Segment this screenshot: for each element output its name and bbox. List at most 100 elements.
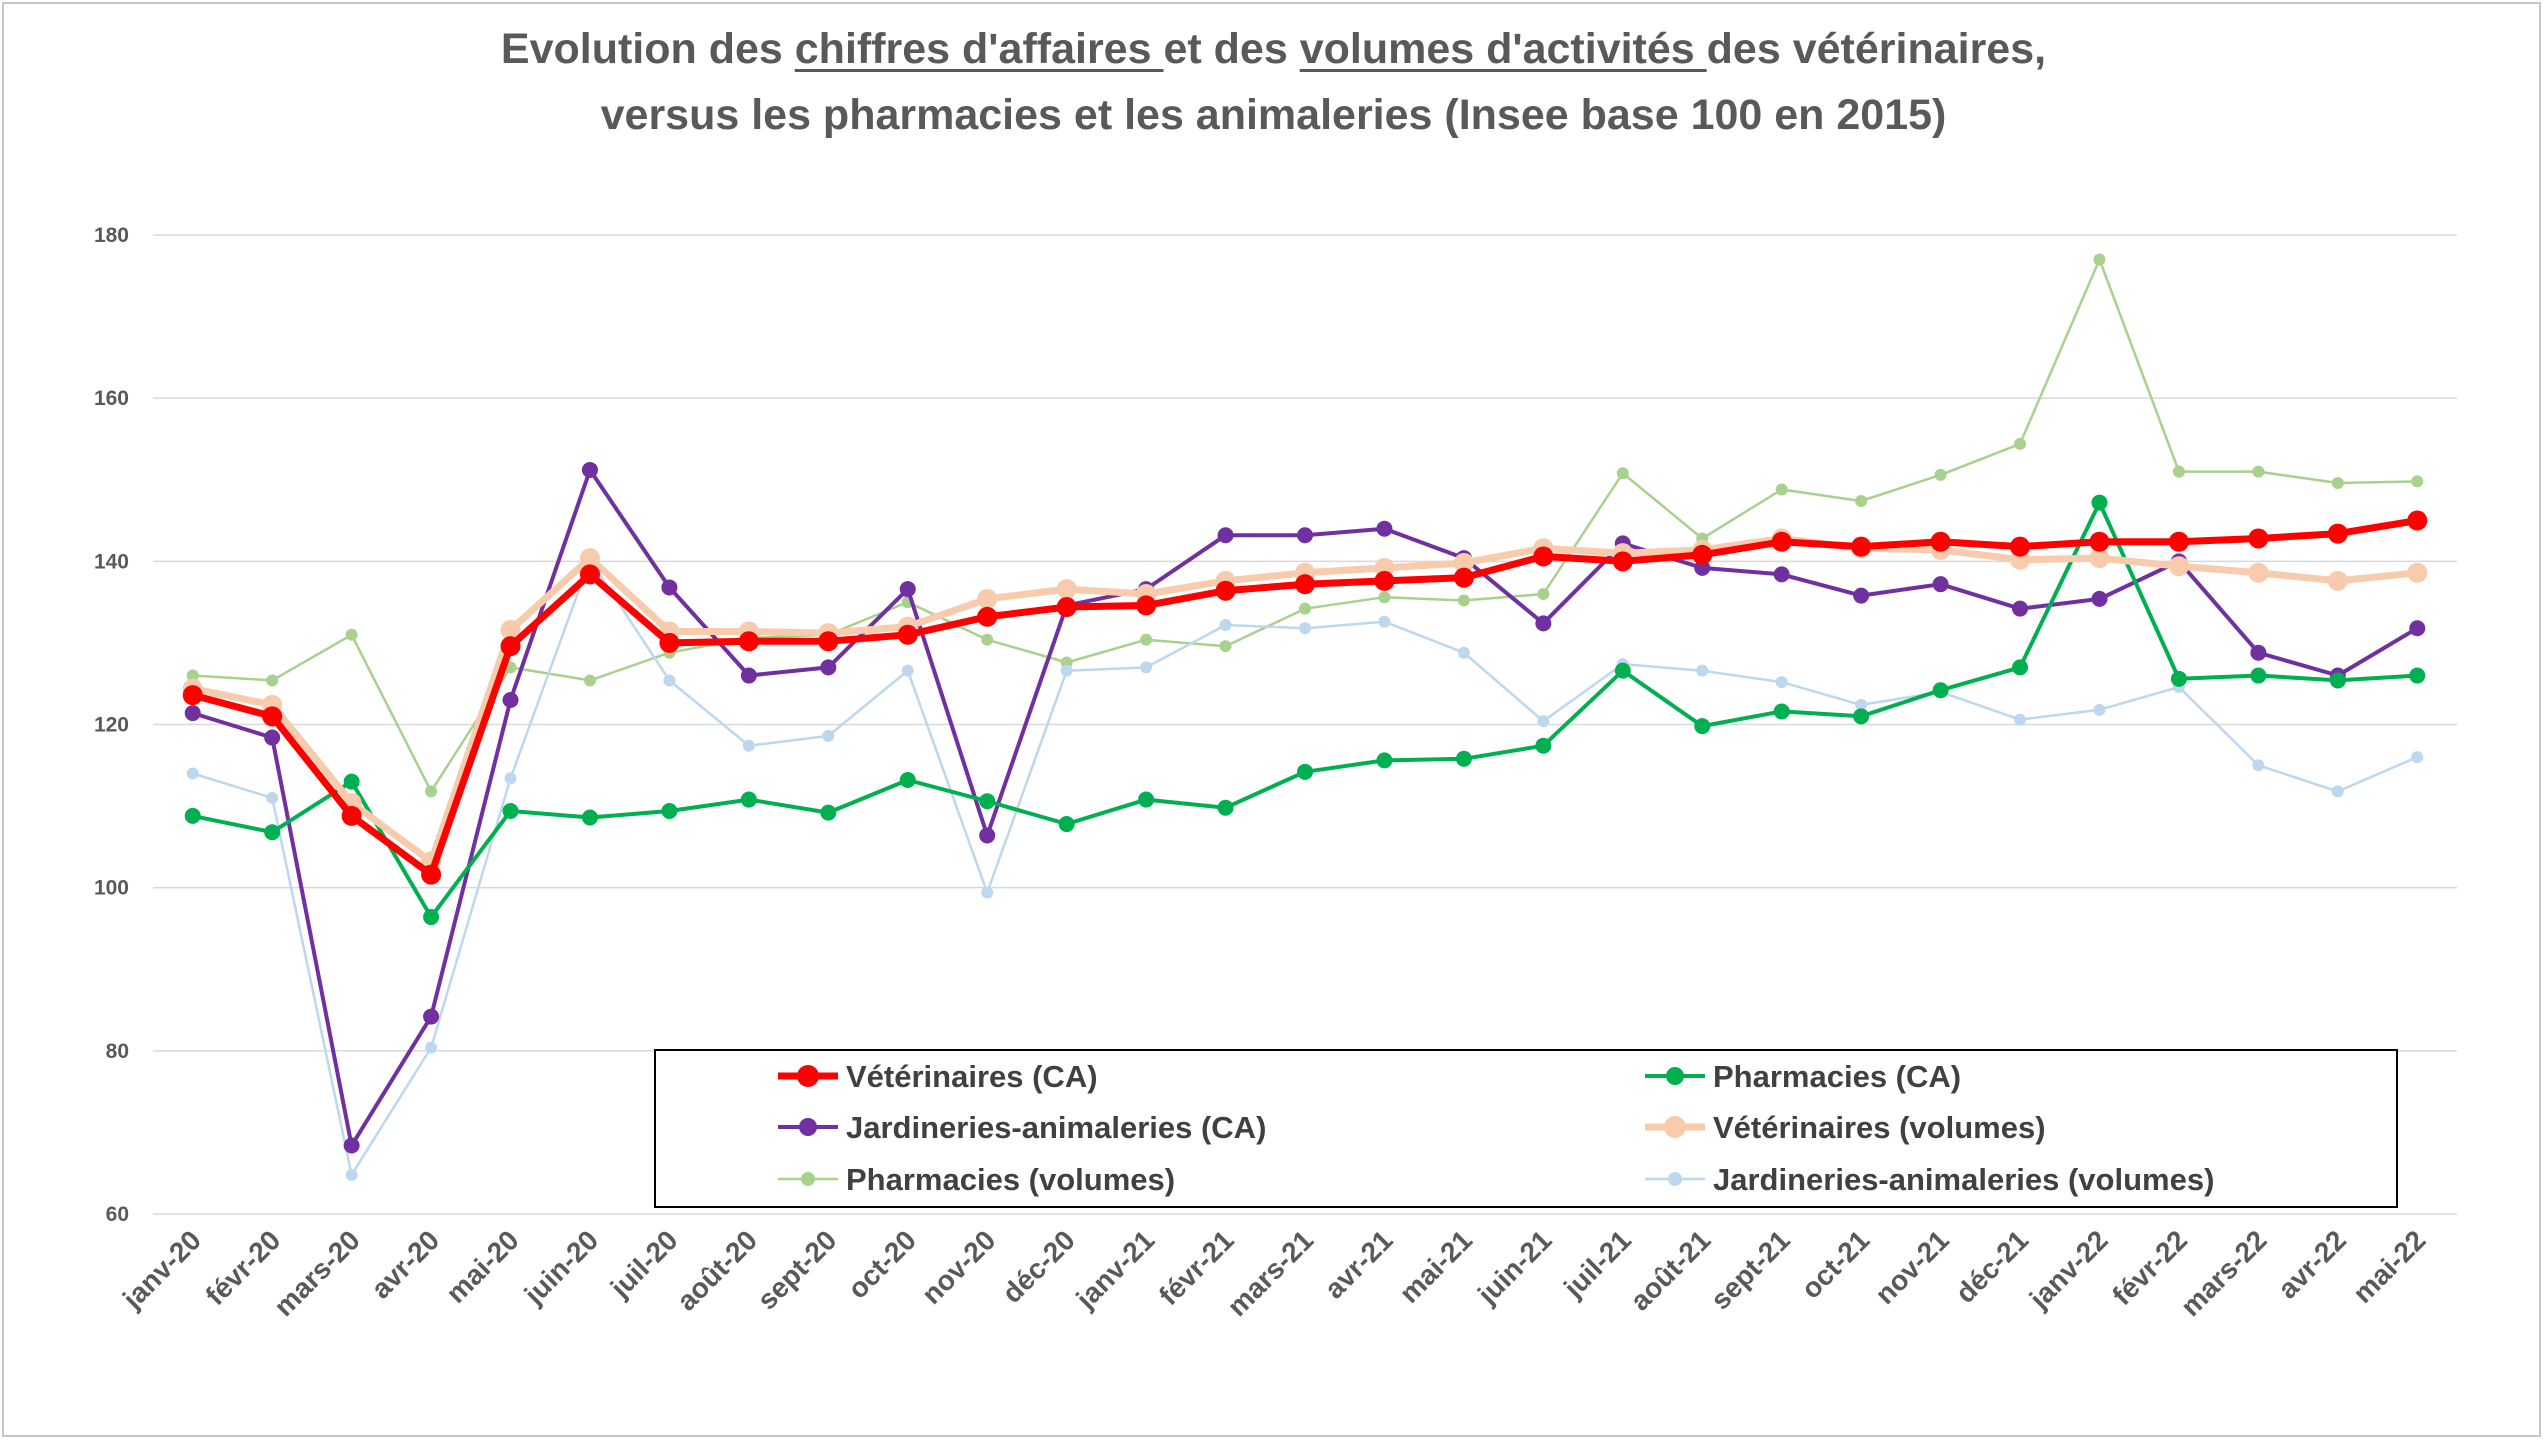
data-point — [2248, 562, 2269, 583]
data-point — [1853, 587, 1870, 604]
data-point — [579, 548, 600, 569]
x-tick-label: nov-21 — [1869, 1224, 1955, 1310]
data-point — [1299, 622, 1311, 635]
data-point — [2089, 531, 2110, 552]
x-tick-label: oct-20 — [842, 1224, 922, 1304]
data-point — [184, 705, 201, 722]
y-tick-label: 140 — [94, 550, 129, 573]
data-point — [1457, 594, 1470, 607]
data-point — [2411, 751, 2424, 764]
title-part: des vétérinaires, — [1706, 25, 2047, 73]
title-part: Evolution des — [500, 25, 795, 73]
data-point — [2014, 713, 2027, 726]
data-point — [2014, 437, 2027, 450]
data-point — [899, 771, 916, 788]
data-point — [1535, 737, 1552, 754]
data-point — [1773, 566, 1790, 583]
x-tick-label: mai-20 — [440, 1224, 525, 1309]
data-point — [1853, 708, 1870, 725]
y-tick-label: 180 — [94, 224, 129, 247]
data-point — [740, 791, 757, 808]
data-point — [1219, 640, 1232, 653]
data-point — [1060, 664, 1073, 677]
data-point — [742, 739, 755, 752]
x-tick-label: août-21 — [1624, 1224, 1716, 1316]
data-point — [341, 805, 362, 826]
data-point — [583, 674, 596, 687]
chart-title-line2: versus les pharmacies et les animaleries… — [600, 91, 1947, 139]
legend-entry: Pharmacies (CA) — [1645, 1059, 1961, 1094]
x-tick-label: oct-21 — [1795, 1224, 1875, 1304]
data-point — [502, 692, 519, 709]
chart-title: Evolution des chiffres d'affaires et des… — [0, 16, 2547, 148]
data-point — [2093, 703, 2106, 716]
data-point — [977, 606, 998, 627]
data-point — [2411, 475, 2424, 488]
legend-entry: Pharmacies (volumes) — [778, 1162, 1175, 1197]
data-point — [1457, 646, 1470, 659]
data-point — [1058, 816, 1075, 833]
data-point — [2407, 562, 2428, 583]
data-point — [581, 461, 598, 478]
x-tick-label: janv-22 — [2023, 1224, 2114, 1315]
data-point — [2250, 644, 2267, 661]
data-point — [262, 706, 283, 727]
data-point — [1537, 587, 1550, 600]
data-point — [1140, 633, 1153, 646]
data-point — [264, 729, 281, 746]
data-point — [2170, 670, 2187, 687]
data-point — [504, 772, 517, 785]
data-point — [1930, 531, 1951, 552]
data-point — [1453, 567, 1474, 588]
data-point — [2252, 759, 2265, 772]
data-point — [2089, 548, 2110, 569]
y-tick-label: 160 — [94, 387, 129, 410]
data-point — [901, 664, 914, 677]
data-point — [500, 636, 521, 657]
data-point — [1773, 703, 1790, 720]
data-point — [186, 767, 199, 780]
data-point — [1295, 574, 1315, 595]
legend-box — [654, 1049, 2398, 1208]
data-point — [979, 827, 996, 844]
data-point — [1453, 552, 1474, 573]
data-point — [1217, 799, 1234, 816]
legend-label: Jardineries-animaleries (CA) — [846, 1110, 1266, 1145]
data-point — [1136, 595, 1157, 616]
legend-swatch-marker — [797, 1065, 819, 1087]
data-point — [740, 667, 757, 684]
data-point — [979, 793, 996, 810]
data-point — [1140, 661, 1153, 674]
data-point — [1535, 615, 1552, 632]
title-part: et des — [1163, 25, 1300, 73]
data-point — [2252, 465, 2265, 478]
data-point — [1056, 579, 1077, 600]
data-point — [1378, 615, 1391, 628]
data-point — [182, 685, 203, 706]
data-point — [1297, 763, 1313, 780]
data-point — [2168, 531, 2189, 552]
x-tick-label: sept-21 — [1705, 1224, 1796, 1315]
x-tick-label: août-20 — [671, 1224, 763, 1316]
data-point — [1851, 536, 1872, 557]
data-point — [1775, 483, 1788, 496]
x-tick-label: nov-20 — [916, 1224, 1002, 1310]
x-tick-label: mars-20 — [268, 1224, 366, 1322]
x-tick-label: juin-21 — [1471, 1224, 1557, 1310]
data-point — [977, 588, 998, 609]
data-point — [2331, 785, 2344, 798]
legend-swatch-marker — [1668, 1172, 1682, 1186]
data-point — [1616, 467, 1629, 480]
data-point — [2327, 570, 2348, 591]
y-tick-label: 120 — [94, 714, 129, 737]
x-tick-label: janv-21 — [1069, 1224, 1160, 1315]
data-point — [818, 631, 839, 652]
data-point — [184, 807, 201, 824]
legend-label: Pharmacies (volumes) — [846, 1162, 1175, 1197]
x-tick-label: mars-22 — [2175, 1224, 2273, 1322]
data-point — [1376, 520, 1393, 537]
data-point — [1771, 531, 1792, 552]
data-point — [1855, 698, 1868, 711]
data-point — [1692, 544, 1713, 565]
